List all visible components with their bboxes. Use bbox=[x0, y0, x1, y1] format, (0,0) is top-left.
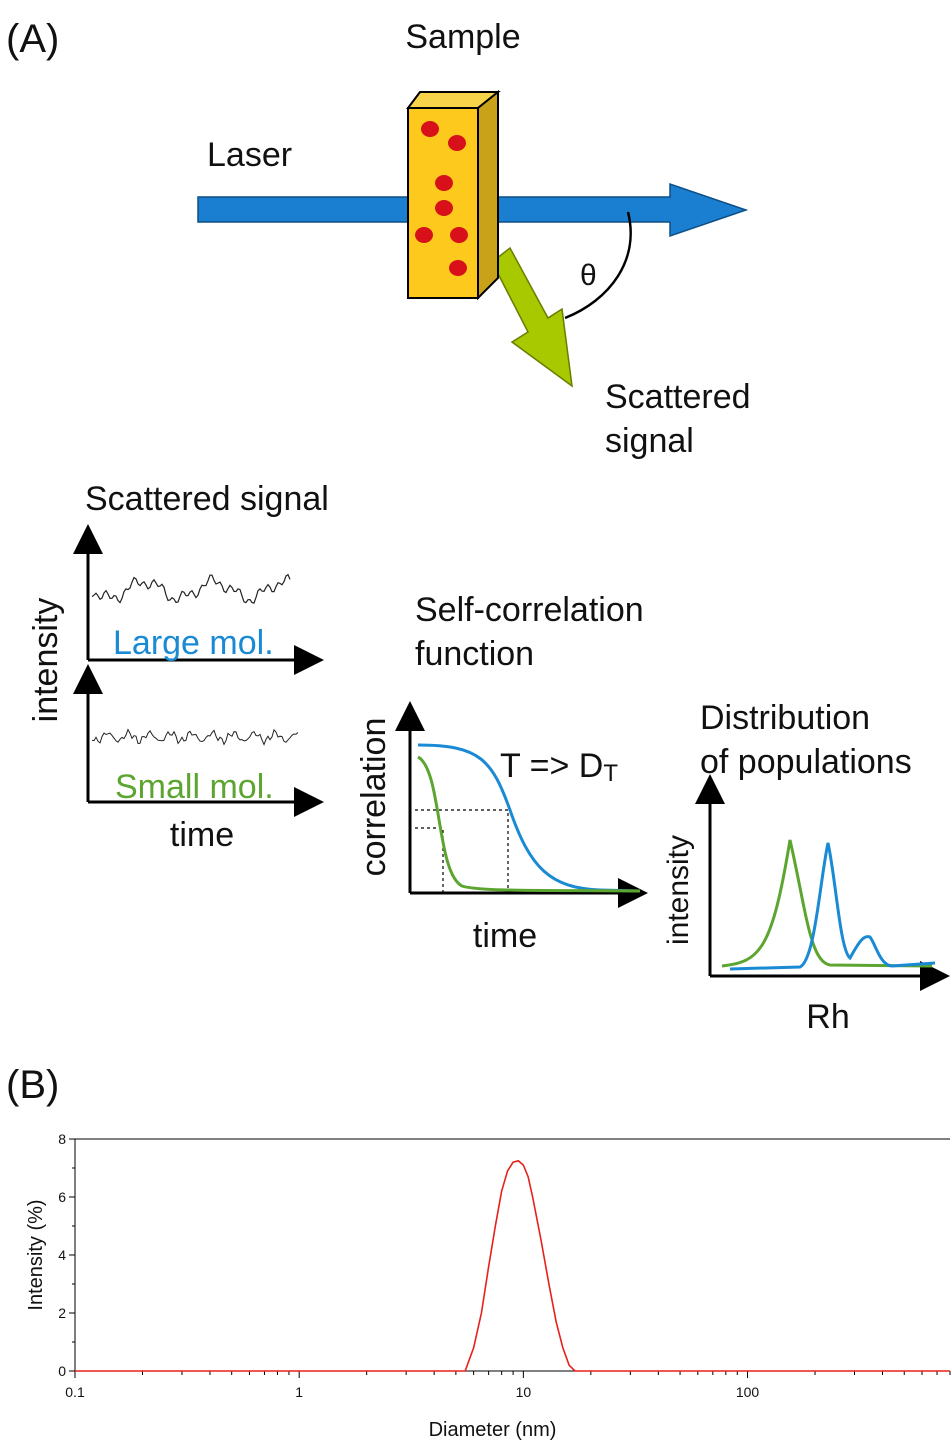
laser-label: Laser bbox=[207, 136, 292, 174]
y-tick-label: 4 bbox=[58, 1247, 66, 1263]
relation-main: T => D bbox=[500, 747, 603, 785]
small-label: Small mol. bbox=[115, 768, 274, 806]
signal-trace bbox=[92, 575, 290, 603]
correlation-title: function bbox=[415, 635, 534, 673]
angle-arc bbox=[565, 212, 631, 318]
relation: T => DT bbox=[500, 747, 618, 787]
relation-subscript: T bbox=[603, 760, 618, 787]
correlation-title: Self-correlation bbox=[415, 591, 644, 629]
large-label: Large mol. bbox=[113, 624, 274, 662]
guide-line bbox=[415, 810, 508, 892]
panel-label: (B) bbox=[6, 1063, 59, 1107]
scattered-label: Scattered bbox=[605, 378, 751, 416]
data-line bbox=[75, 1161, 950, 1371]
axis-label: intensity bbox=[27, 598, 65, 723]
sample-side bbox=[478, 92, 498, 298]
axis-label: time bbox=[473, 917, 537, 955]
scattered-label: signal bbox=[605, 422, 694, 460]
x-tick-label: 100 bbox=[736, 1384, 760, 1400]
x-tick-label: 10 bbox=[516, 1384, 532, 1400]
x-tick-label: 1 bbox=[295, 1384, 303, 1400]
y-tick-label: 2 bbox=[58, 1305, 66, 1321]
angle-label: θ bbox=[580, 259, 597, 292]
axis-label: Rh bbox=[806, 998, 849, 1036]
distribution-curve bbox=[722, 840, 932, 966]
x-axis-label: Diameter (nm) bbox=[429, 1419, 557, 1441]
x-tick-label: 0.1 bbox=[65, 1384, 85, 1400]
y-axis-label: Intensity (%) bbox=[25, 1199, 47, 1310]
distribution-title: Distribution bbox=[700, 699, 870, 737]
signal-trace bbox=[92, 730, 298, 745]
sample-label: Sample bbox=[405, 18, 520, 56]
panel-label: (A) bbox=[6, 17, 59, 61]
axis-label: correlation bbox=[355, 718, 393, 877]
axis-label: time bbox=[170, 816, 234, 854]
figure: (A) Sample Laser θ Scattered signal Scat… bbox=[0, 0, 952, 1441]
distribution-title: of populations bbox=[700, 743, 912, 781]
scatter-arrow bbox=[492, 248, 572, 386]
y-tick-label: 6 bbox=[58, 1189, 66, 1205]
axis-label: intensity bbox=[662, 835, 695, 945]
distribution-curve bbox=[730, 843, 935, 969]
chart: 0 2 4 6 8 0.1 1 10 100 Diameter (nm) Intensity (%) bbox=[25, 1131, 950, 1441]
y-tick-label: 8 bbox=[58, 1131, 66, 1147]
y-tick-label: 0 bbox=[58, 1363, 66, 1379]
signal-title: Scattered signal bbox=[85, 480, 329, 518]
